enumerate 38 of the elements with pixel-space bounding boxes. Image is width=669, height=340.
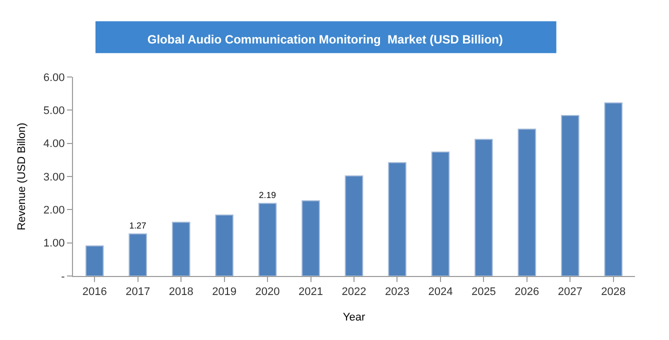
bar (561, 114, 580, 276)
chart-title: Global Audio Communication Monitoring Market (USD Billion) (147, 32, 503, 46)
y-tick-label: 1.00 (43, 238, 65, 250)
data-label: 2.19 (258, 190, 276, 200)
y-axis-title: Revenue (USD Billon) (16, 122, 28, 230)
bar (128, 233, 147, 276)
x-tick-label: 2019 (212, 286, 237, 298)
y-tick-label: 2.00 (43, 204, 65, 217)
x-tick-label: 2017 (126, 286, 150, 298)
bar (431, 151, 450, 276)
y-tick-label: - (61, 270, 66, 283)
y-tick-label: 6.00 (43, 72, 65, 84)
data-label: 1.27 (129, 220, 146, 231)
bar (474, 138, 493, 276)
x-tick-label: 2025 (471, 286, 496, 298)
x-tick-label: 2026 (514, 286, 540, 298)
bar (85, 245, 104, 276)
bar (604, 102, 623, 276)
x-tick-label: 2016 (82, 286, 107, 298)
bar (172, 222, 190, 276)
bar (215, 214, 234, 276)
x-tick-label: 2022 (342, 286, 366, 298)
bar (388, 162, 406, 276)
bar (518, 128, 536, 276)
x-tick-label: 2023 (384, 286, 410, 298)
y-tick-label: 4.00 (43, 138, 65, 150)
bar (344, 175, 364, 276)
y-tick-label: 3.00 (43, 171, 65, 184)
y-tick-label: 5.00 (43, 105, 65, 118)
x-tick-label: 2028 (601, 286, 626, 298)
bar (258, 202, 277, 276)
x-tick-label: 2020 (255, 286, 280, 298)
x-tick-label: 2021 (298, 286, 324, 298)
x-tick-label: 2027 (558, 286, 582, 298)
x-tick-label: 2024 (428, 286, 453, 298)
x-axis-title: Year (342, 311, 366, 324)
x-tick-label: 2018 (168, 286, 194, 298)
bar (302, 200, 320, 276)
